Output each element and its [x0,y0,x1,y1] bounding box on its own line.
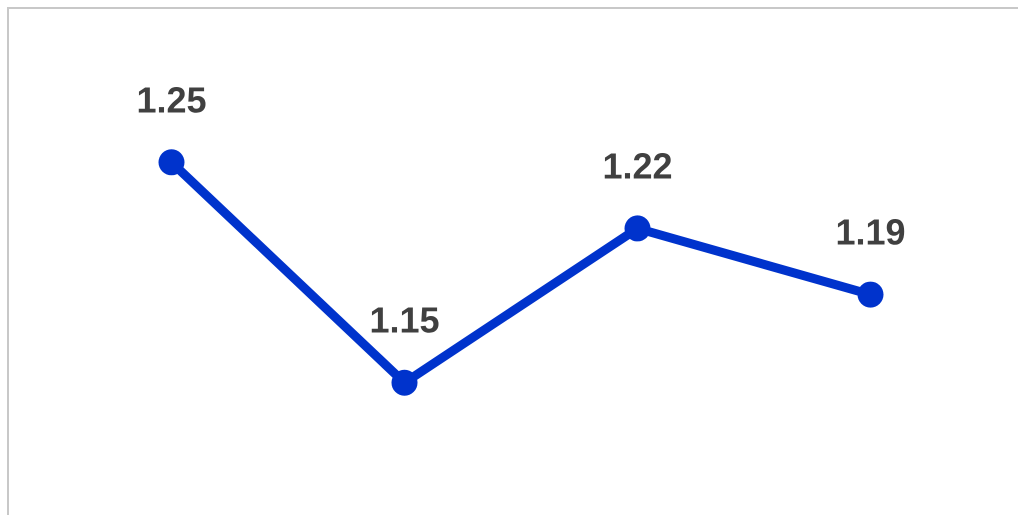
line [168,159,872,388]
data-label: 1.22 [602,145,672,186]
point [624,215,651,242]
plot-border [7,7,1018,515]
point [158,149,185,176]
data-label: 1.25 [136,79,206,120]
data-label: 1.15 [369,300,439,341]
point [391,369,418,396]
point [857,281,884,308]
data-label: 1.19 [835,212,905,253]
